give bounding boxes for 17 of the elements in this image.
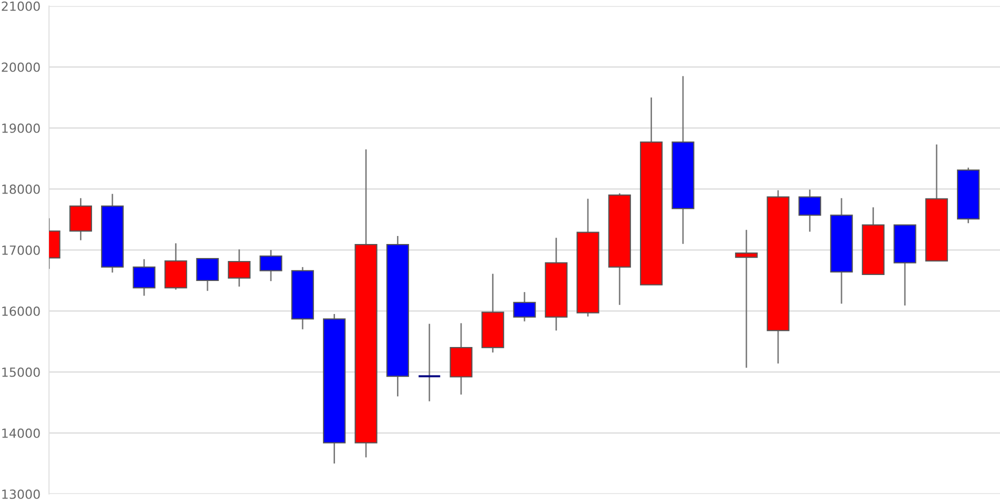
y-tick-label: 13000 <box>2 489 40 499</box>
candlestick <box>735 229 758 368</box>
y-tick-label: 20000 <box>2 62 40 72</box>
y-tick-label: 19000 <box>2 123 40 133</box>
candlestick <box>513 291 536 322</box>
y-tick-label: 14000 <box>2 428 40 438</box>
candlestick <box>196 258 219 292</box>
candlestick <box>798 188 822 232</box>
candlestick <box>228 248 251 288</box>
y-tick-label: 15000 <box>2 367 40 377</box>
candlestick <box>260 249 282 282</box>
candlestick <box>418 323 442 402</box>
y-tick-label: 18000 <box>2 184 40 194</box>
y-tick-label: 16000 <box>2 306 40 316</box>
candlestick <box>132 258 156 296</box>
y-tick-label: 17000 <box>2 245 40 255</box>
y-tick-label: 21000 <box>2 1 40 11</box>
